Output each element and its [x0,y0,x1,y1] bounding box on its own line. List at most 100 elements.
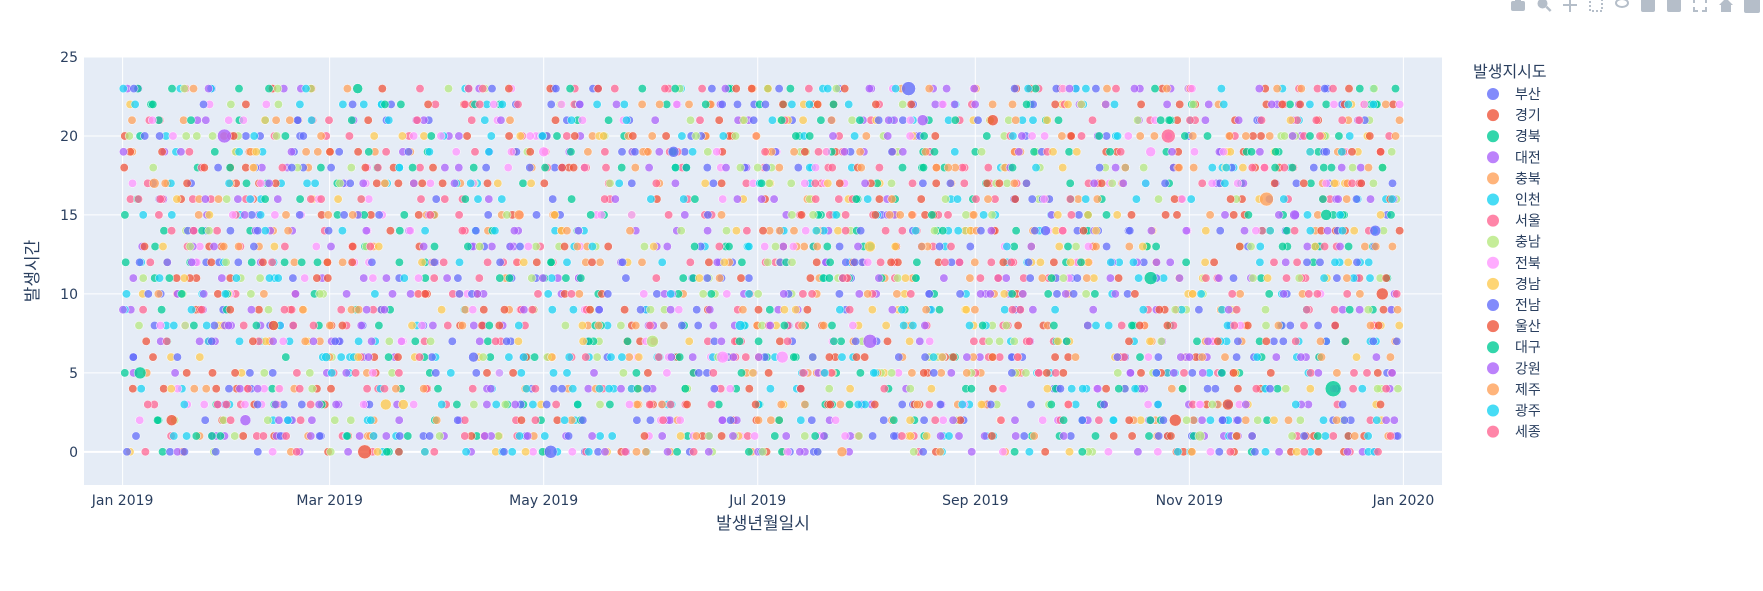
scatter-point[interactable] [409,400,419,409]
scatter-point[interactable] [487,242,497,251]
scatter-point[interactable] [1015,305,1025,315]
scatter-point[interactable] [1345,131,1355,141]
scatter-point[interactable] [978,321,988,330]
scatter-point[interactable] [323,273,333,283]
scatter-point[interactable] [983,194,993,204]
scatter-point[interactable] [496,115,506,125]
scatter-point[interactable] [145,257,155,267]
scatter-point[interactable] [1395,115,1404,125]
scatter-point[interactable] [1114,384,1124,394]
scatter-point[interactable] [343,447,353,457]
scatter-point[interactable] [728,431,738,441]
scatter-point[interactable] [938,99,948,109]
scatter-point[interactable] [1107,178,1117,188]
scatter-point[interactable] [690,194,700,204]
scatter-point[interactable] [1292,257,1302,267]
scatter-point[interactable] [423,99,433,109]
scatter-point[interactable] [513,99,523,109]
scatter-point[interactable] [813,99,823,109]
scatter-point[interactable] [128,273,138,283]
scatter-point[interactable] [1010,84,1020,94]
scatter-point[interactable] [1028,115,1038,125]
scatter-point[interactable] [1066,210,1076,220]
scatter-point[interactable] [419,384,429,394]
scatter-point[interactable] [844,99,854,109]
scatter-point[interactable] [1227,289,1237,299]
scatter-point[interactable] [394,368,404,378]
scatter-point[interactable] [583,384,593,394]
scatter-point[interactable] [380,178,390,188]
scatter-point[interactable] [924,84,934,94]
scatter-point[interactable] [915,336,925,346]
scatter-point[interactable] [1110,289,1120,299]
scatter-point[interactable] [820,368,830,378]
scatter-point[interactable] [1143,400,1153,409]
scatter-point[interactable] [355,431,365,441]
scatter-point[interactable] [412,115,422,125]
scatter-point[interactable] [475,336,485,346]
scatter-point[interactable] [1271,147,1281,157]
scatter-point[interactable] [1267,99,1277,109]
scatter-point[interactable] [432,415,442,425]
scatter-point[interactable] [372,178,382,188]
scatter-point[interactable] [939,273,949,283]
legend-item-label[interactable]: 경기 [1515,108,1541,124]
scatter-point[interactable] [347,257,357,267]
scatter-point[interactable] [666,289,676,299]
scatter-point[interactable] [643,368,653,378]
scatter-point[interactable] [690,242,700,251]
scatter-point[interactable] [336,305,346,315]
scatter-point[interactable] [1178,384,1188,394]
scatter-point[interactable] [1156,336,1166,346]
scatter-point[interactable] [1046,400,1056,409]
scatter-point[interactable] [268,447,278,457]
scatter-point[interactable] [1114,273,1124,283]
scatter-point[interactable] [1342,194,1352,204]
scatter-point[interactable] [697,84,707,94]
scatter-point[interactable] [138,273,148,283]
scatter-point[interactable] [531,242,541,251]
scatter-point[interactable] [1092,194,1102,204]
scatter-point[interactable] [307,384,317,394]
scatter-point[interactable] [404,147,413,157]
scatter-point[interactable] [1265,226,1275,236]
scatter-point-large[interactable] [836,446,848,458]
scatter-point[interactable] [1316,336,1325,346]
scatter-point[interactable] [1225,447,1235,457]
scatter-point[interactable] [1039,194,1049,204]
scatter-point[interactable] [774,84,784,94]
scatter-point[interactable] [301,84,311,94]
scatter-point[interactable] [986,400,996,409]
scatter-point[interactable] [562,257,572,267]
scatter-point[interactable] [1319,415,1328,425]
scatter-point[interactable] [716,336,726,346]
scatter-point[interactable] [691,131,701,141]
legend-marker[interactable] [1487,383,1499,396]
legend-item-label[interactable]: 전남 [1515,298,1541,314]
scatter-point[interactable] [800,431,810,441]
scatter-point[interactable] [1138,242,1148,251]
scatter-point[interactable] [813,447,823,457]
scatter-point[interactable] [679,194,689,204]
scatter-point[interactable] [657,257,667,267]
scatter-point[interactable] [1088,115,1097,125]
scatter-point[interactable] [1144,431,1154,441]
scatter-point-large[interactable] [716,350,729,364]
scatter-point[interactable] [672,447,682,457]
scatter-point[interactable] [522,384,531,394]
scatter-point[interactable] [118,84,128,94]
scatter-point[interactable] [1050,99,1060,109]
scatter-point[interactable] [1021,368,1031,378]
scatter-point[interactable] [957,400,967,409]
scatter-point[interactable] [1197,415,1207,425]
scatter-point[interactable] [898,115,908,125]
scatter-point[interactable] [1395,99,1405,109]
scatter-point[interactable] [736,273,746,283]
scatter-point[interactable] [1321,99,1331,109]
scatter-point[interactable] [670,178,680,188]
scatter-point[interactable] [1097,178,1107,188]
scatter-point[interactable] [542,400,552,409]
scatter-point[interactable] [1337,115,1347,125]
scatter-point[interactable] [1306,368,1316,378]
scatter-point[interactable] [1251,384,1261,394]
